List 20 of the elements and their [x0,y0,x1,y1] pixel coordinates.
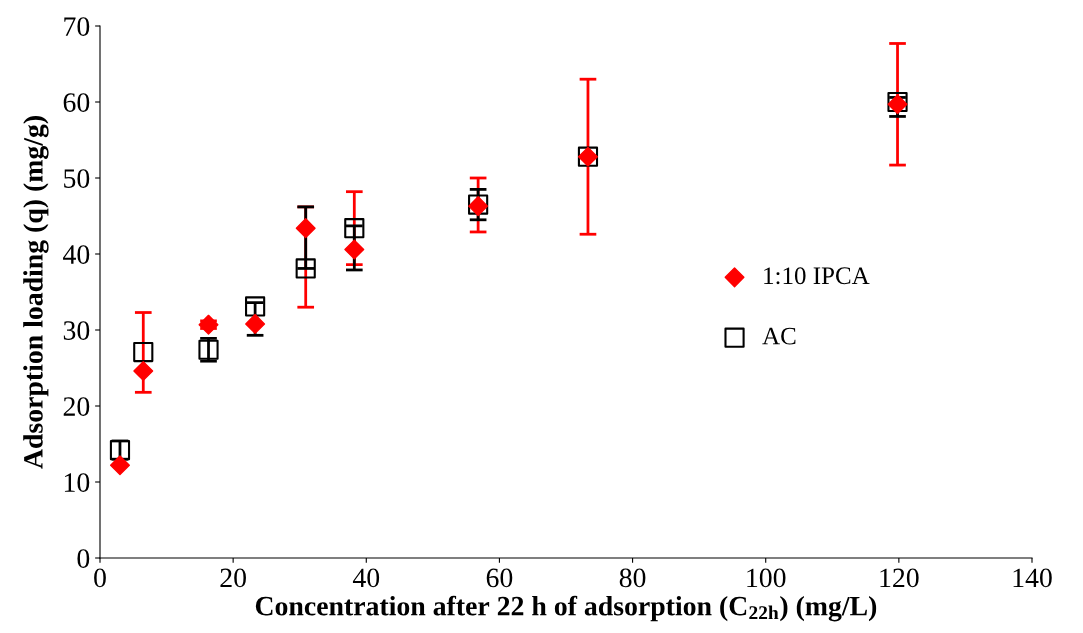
x-tick-label: 0 [94,568,106,588]
y-tick-label: 30 [63,321,90,340]
x-tick-label: 60 [486,568,513,588]
x-tick-label: 80 [619,568,646,588]
legend-label: 1:10 IPCA [764,267,870,285]
x-tick-label: 40 [352,568,380,588]
y-tick-label: 70 [64,17,90,36]
y-tick-label: 40 [63,245,90,264]
x-tick-label: 140 [1013,568,1052,588]
x-tick-label: 100 [747,568,786,588]
y-tick-label: 10 [64,473,90,492]
legend-label: AC [762,327,796,345]
x-tick-label: 120 [880,568,919,588]
y-tick-label: 0 [77,549,90,568]
y-axis-title: Adsorption loading (q) (mg/g) [23,116,49,469]
x-axis-title: Concentration after 22 h of adsorption (C$_{22h}$) (mg/L) [255,595,877,622]
x-tick-label: 20 [220,568,246,588]
y-tick-label: 50 [64,169,90,188]
y-tick-label: 20 [63,397,90,416]
y-tick-label: 60 [63,93,90,112]
